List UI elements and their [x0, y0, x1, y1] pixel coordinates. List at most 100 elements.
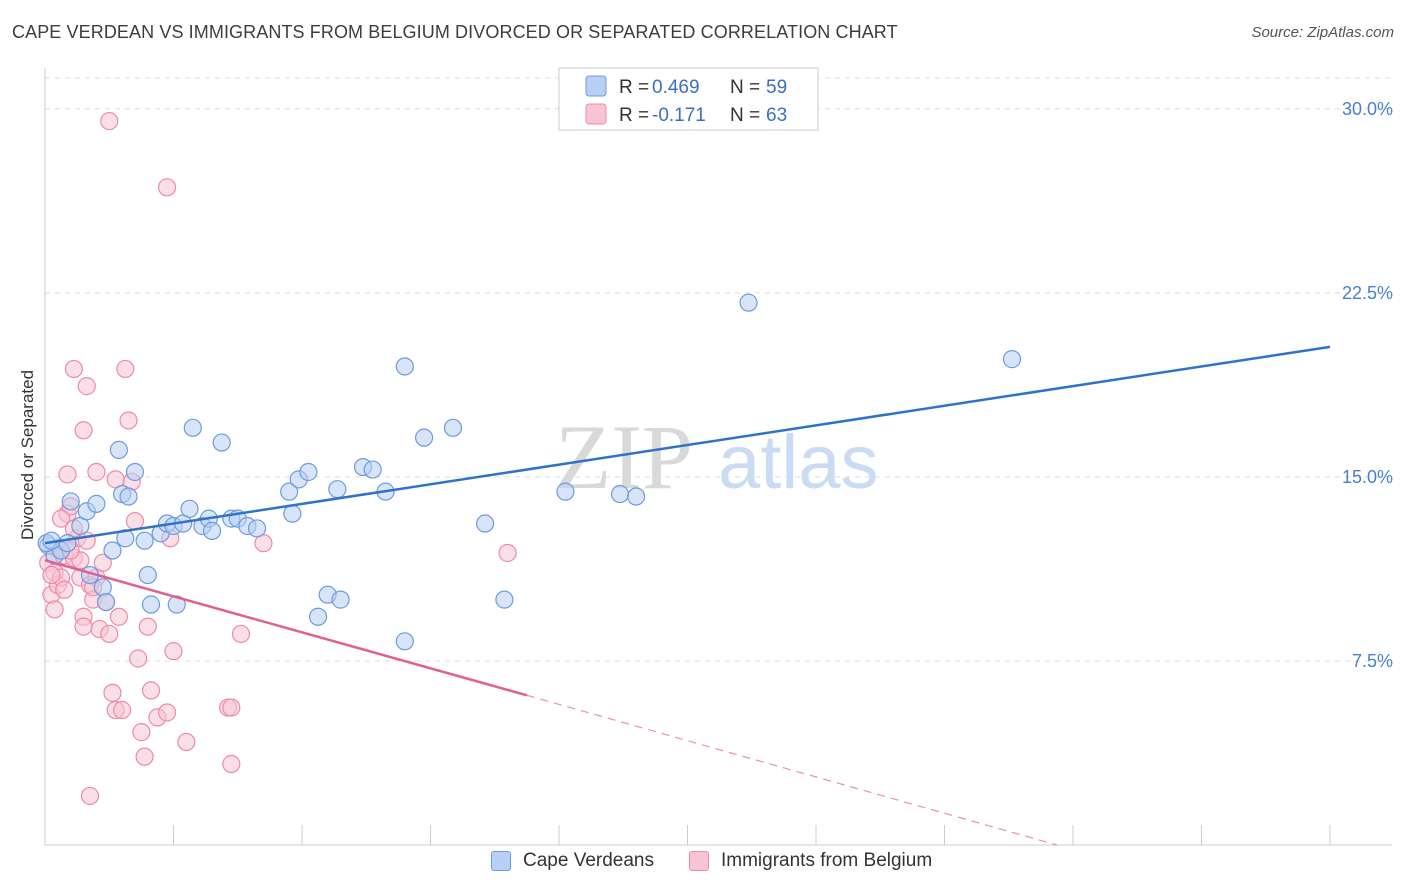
bottom-legend-swatch-blue [491, 851, 511, 871]
source-label: Source: ZipAtlas.com [1251, 24, 1394, 41]
capeverdean-trend-line [44, 345, 1331, 545]
belgium-point [132, 723, 151, 742]
belgium-point [77, 377, 96, 396]
belgium-point [103, 683, 122, 702]
belgium-point [100, 624, 119, 644]
capeverdean-point [247, 519, 267, 538]
belgium-point [157, 703, 177, 722]
belgium-point [64, 359, 84, 379]
legend-swatch-pink [585, 103, 607, 125]
capeverdean-point [739, 293, 758, 312]
series-belgium-points [39, 111, 517, 806]
capeverdean-point [135, 531, 154, 550]
belgium-point [93, 553, 112, 572]
legend: R = 0.469 N = 59 R = -0.171 N = 63 [558, 67, 819, 131]
capeverdean-point [299, 462, 318, 482]
belgium-point [138, 617, 157, 636]
axes [44, 68, 1392, 846]
capeverdean-point [180, 499, 199, 518]
capeverdean-point [125, 462, 145, 482]
capeverdean-point [1002, 350, 1022, 369]
belgium-point [157, 178, 177, 197]
capeverdean-point [328, 480, 347, 499]
belgium-point [45, 600, 64, 619]
belgium-point [222, 754, 241, 774]
capeverdean-point [308, 607, 328, 626]
belgium-point [51, 509, 71, 528]
belgium-point [58, 465, 77, 484]
legend-r-value-1: 0.469 [652, 77, 700, 98]
belgium-point [55, 580, 74, 599]
belgium-point [164, 642, 183, 661]
belgium-point [116, 359, 135, 379]
capeverdean-point [61, 492, 80, 511]
watermark-atlas: atlas [718, 420, 879, 505]
belgium-point [74, 617, 93, 636]
y-axis-label: Divorced or Separated [18, 370, 37, 540]
y-tick-label: 15.0% [1342, 467, 1393, 487]
bottom-legend-item-belgium: Immigrants from Belgium [689, 850, 932, 872]
belgium-point [119, 411, 138, 430]
belgium-point [135, 747, 154, 766]
y-tick-label: 30.0% [1342, 99, 1393, 119]
bottom-legend-label-belgium: Immigrants from Belgium [721, 850, 933, 871]
capeverdean-point [495, 590, 514, 609]
capeverdean-point [87, 494, 106, 513]
capeverdean-point [96, 592, 116, 612]
legend-r-label-2: R = [619, 105, 649, 126]
capeverdean-point [395, 632, 414, 651]
belgium-point [231, 624, 251, 644]
capeverdean-point [93, 578, 112, 597]
capeverdean-point [331, 590, 350, 609]
capeverdean-point [610, 484, 630, 504]
belgium-point [125, 511, 145, 531]
belgium-point [100, 111, 119, 131]
belgium-point [222, 698, 241, 717]
capeverdean-point [414, 428, 434, 447]
capeverdean-point [476, 514, 495, 533]
capeverdean-point [280, 482, 299, 501]
y-tick-label: 22.5% [1342, 283, 1393, 303]
belgium-point [141, 681, 161, 700]
legend-r-value-2: -0.171 [652, 105, 706, 126]
belgium-point [87, 462, 106, 482]
belgium-point [177, 732, 196, 752]
capeverdean-point [119, 487, 138, 506]
bottom-legend-swatch-pink [689, 851, 709, 871]
belgium-trend-line [44, 559, 528, 697]
capeverdean-point [141, 595, 161, 614]
scatter-chart: ZIP atlas 7.5%15.0%22.5%30.0% 0.0%40.0% … [18, 67, 1393, 846]
chart-title: CAPE VERDEAN VS IMMIGRANTS FROM BELGIUM … [12, 22, 898, 42]
belgium-point [112, 700, 132, 720]
legend-r-label-1: R = [619, 77, 649, 98]
capeverdean-point [626, 487, 646, 506]
legend-n-label-2: N = [730, 105, 760, 126]
trend-lines [44, 345, 1331, 846]
belgium-point [109, 607, 128, 626]
belgium-point [129, 649, 148, 668]
bottom-legend: Cape Verdeans Immigrants from Belgium [0, 850, 1406, 880]
capeverdean-point [138, 565, 157, 585]
capeverdean-point [443, 418, 463, 437]
bottom-legend-label-capeverdeans: Cape Verdeans [523, 850, 654, 871]
legend-n-value-1: 59 [766, 77, 787, 98]
capeverdean-point [103, 541, 122, 560]
bottom-legend-item-capeverdeans: Cape Verdeans [491, 850, 654, 872]
belgium-point [74, 421, 93, 440]
y-tick-label: 7.5% [1352, 651, 1393, 671]
belgium-point [42, 565, 61, 585]
capeverdean-point [109, 440, 128, 460]
belgium-trend-line-extrapolated [526, 694, 1058, 846]
capeverdean-point [202, 521, 222, 540]
capeverdean-point [283, 504, 302, 523]
y-tick-labels: 7.5% 15.0% 22.5% 30.0% [1342, 99, 1393, 671]
legend-n-value-2: 63 [766, 105, 787, 126]
capeverdean-point [183, 418, 202, 437]
belgium-point [80, 786, 100, 806]
belgium-point [498, 543, 517, 563]
legend-n-label-1: N = [730, 77, 760, 98]
capeverdean-point [212, 433, 231, 452]
capeverdean-point [395, 357, 414, 376]
series-capeverdean-points [37, 293, 1022, 651]
capeverdean-point [556, 482, 575, 501]
